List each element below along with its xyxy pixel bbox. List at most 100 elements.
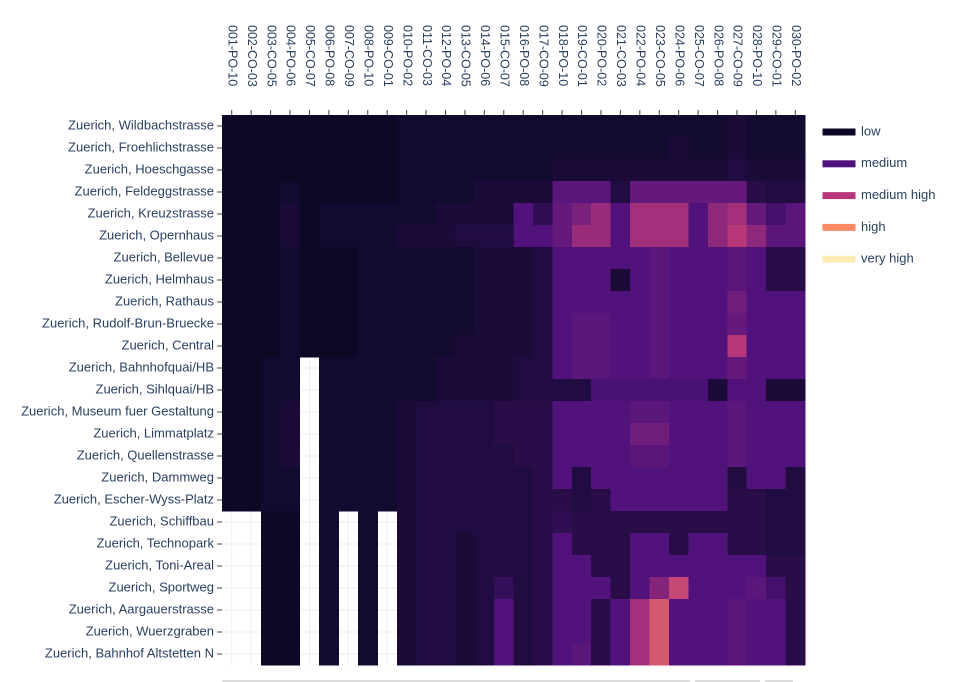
heat-cell — [260, 137, 281, 160]
heat-cell — [688, 291, 709, 314]
heat-cell — [727, 335, 748, 358]
heat-cell — [338, 225, 359, 248]
heat-cell — [668, 203, 689, 226]
heat-cell — [668, 291, 689, 314]
heat-cell — [571, 247, 592, 270]
heat-cell — [668, 335, 689, 358]
y-tick-label: Zuerich, Rudolf-Brun-Bruecke — [42, 315, 214, 330]
heat-cell — [435, 379, 456, 402]
heat-cell — [766, 225, 787, 248]
heat-cell — [766, 269, 787, 292]
heat-cell — [494, 115, 514, 138]
heat-cell — [552, 159, 573, 182]
heat-cell — [591, 313, 612, 336]
heat-cell — [494, 643, 514, 666]
heat-cell — [474, 269, 495, 292]
heat-cell — [358, 467, 378, 490]
heat-cell — [591, 621, 612, 644]
heat-cell — [280, 599, 301, 622]
heat-cell — [416, 423, 437, 446]
heat-cell — [455, 533, 476, 556]
heat-cell — [591, 577, 612, 600]
heat-cell — [610, 313, 631, 336]
heat-cell — [416, 313, 437, 336]
heat-cell — [241, 313, 262, 336]
heat-cell — [668, 489, 689, 512]
heat-cell — [358, 181, 378, 204]
heat-cell — [630, 115, 651, 138]
heat-cell — [474, 247, 495, 270]
heat-cell — [610, 159, 631, 182]
heat-cell — [688, 269, 709, 292]
heat-cell — [494, 577, 514, 600]
heat-cell — [513, 445, 534, 468]
heat-cell — [222, 291, 242, 314]
heat-cell — [766, 291, 787, 314]
heat-cell — [455, 489, 476, 512]
heat-cell — [435, 269, 456, 292]
heat-cell — [727, 555, 748, 578]
heat-cell — [513, 313, 534, 336]
heat-cell — [591, 643, 612, 666]
heat-cell — [358, 357, 378, 380]
heat-cell — [630, 555, 651, 578]
heat-cell — [649, 181, 670, 204]
heat-cell — [455, 247, 476, 270]
heat-cell — [649, 533, 670, 556]
heat-cell — [474, 621, 495, 644]
heat-cell — [688, 313, 709, 336]
heat-cell — [222, 247, 242, 270]
heat-cell — [571, 621, 592, 644]
heat-cell — [416, 599, 437, 622]
heat-cell — [260, 335, 281, 358]
heat-cell — [552, 643, 573, 666]
heat-cell — [513, 291, 534, 314]
heat-cell — [610, 621, 631, 644]
heat-cell — [474, 445, 495, 468]
heat-cell — [668, 181, 689, 204]
heat-cell — [552, 379, 573, 402]
heat-cell — [280, 357, 301, 380]
heat-cell — [280, 621, 301, 644]
heat-cell — [707, 599, 728, 622]
heat-cell — [591, 467, 612, 490]
heat-cell — [319, 577, 340, 600]
heat-cell — [319, 335, 340, 358]
heat-cell — [571, 511, 592, 534]
heat-cell — [610, 181, 631, 204]
heat-cell — [532, 401, 553, 424]
heat-cell — [532, 621, 553, 644]
heat-cell — [532, 445, 553, 468]
heat-cell — [299, 313, 320, 336]
heat-cell — [571, 467, 592, 490]
heat-cell — [746, 423, 767, 446]
heat-cell — [688, 445, 709, 468]
heat-cell — [746, 137, 767, 160]
heat-cell — [727, 599, 748, 622]
heat-cell — [358, 621, 378, 644]
heat-cell — [222, 203, 242, 226]
x-tick-label: 026-PO-08 — [711, 25, 725, 86]
heat-cell — [474, 467, 495, 490]
y-tick-label: Zuerich, Helmhaus — [105, 271, 215, 286]
heat-cell — [455, 137, 476, 160]
heat-cell — [630, 643, 651, 666]
heat-cell — [513, 621, 534, 644]
heat-cell — [513, 555, 534, 578]
heat-cell — [766, 555, 787, 578]
heat-cell — [727, 159, 748, 182]
heat-cell — [766, 401, 787, 424]
heat-cell — [766, 335, 787, 358]
heat-cell — [338, 357, 359, 380]
heat-cell — [416, 159, 437, 182]
heat-cell — [785, 357, 806, 380]
heat-cell — [338, 401, 359, 424]
heat-cell — [319, 379, 340, 402]
heat-cell — [396, 445, 417, 468]
heat-cell — [630, 621, 651, 644]
heat-cell — [707, 555, 728, 578]
heat-cell — [630, 203, 651, 226]
heat-cell — [474, 489, 495, 512]
heat-cell — [455, 357, 476, 380]
heat-cell — [494, 445, 514, 468]
